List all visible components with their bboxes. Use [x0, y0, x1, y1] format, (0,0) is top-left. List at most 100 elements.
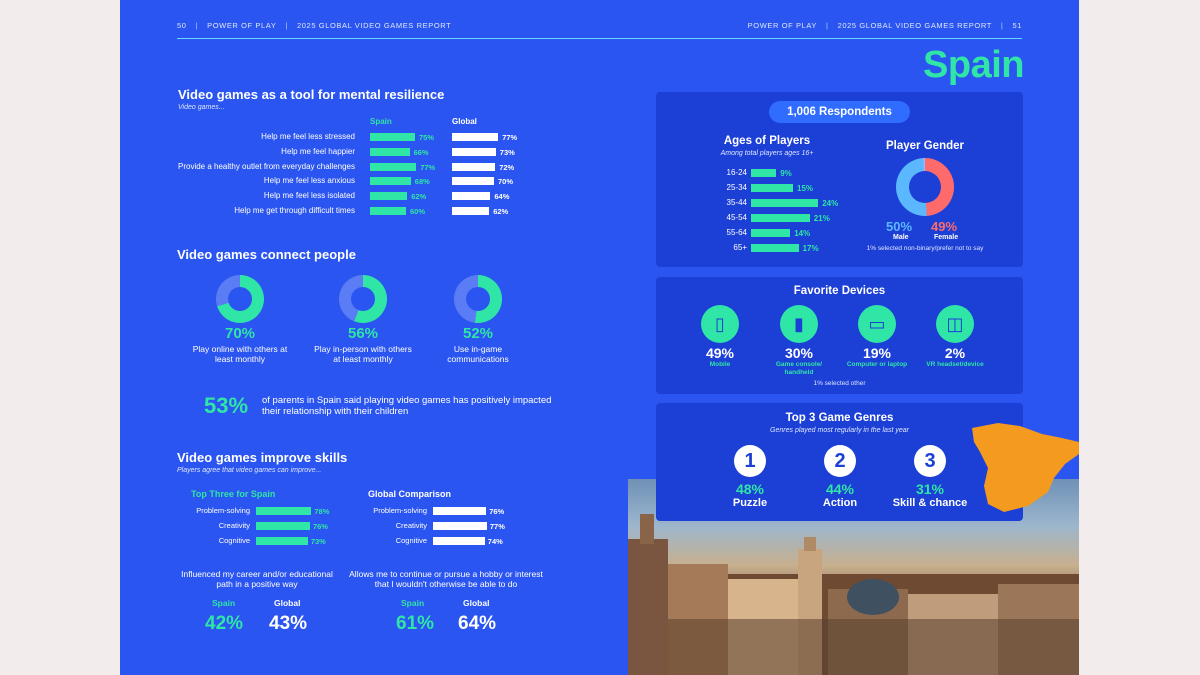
skills-spain-bar [256, 507, 312, 515]
connect-label: Play in-person with others at least mont… [314, 344, 412, 364]
resilience-global-value: 64% [494, 192, 510, 202]
connect-pct: 52% [462, 325, 494, 342]
career-global-pct: 43% [269, 613, 308, 634]
resilience-row-label: Provide a healthy outlet from everyday c… [178, 161, 355, 171]
male-pct: 50% [886, 219, 913, 234]
female-pct: 49% [931, 219, 958, 234]
skills-spain-row-label: Problem-solving [196, 506, 250, 515]
age-bar [751, 183, 793, 192]
skills-global-bar [433, 522, 487, 530]
skills-subtitle: Players agree that video games can impro… [177, 467, 322, 474]
gender-title: Player Gender [886, 140, 964, 152]
resilience-global-bar [452, 192, 491, 201]
age-range-label: 45-54 [726, 212, 747, 222]
skills-spain-bar [256, 537, 308, 545]
genre-pct: 31% [915, 481, 945, 497]
country-title: Spain [923, 44, 1024, 86]
connect-donut-hole [228, 287, 252, 311]
connect-donut-chart [339, 275, 387, 323]
resilience-spain-bar [370, 147, 410, 156]
resilience-row-label: Help me get through difficult times [234, 206, 355, 215]
career-text: Influenced my career and/or educational … [181, 569, 333, 589]
skills-global-heading: Global Comparison [368, 489, 452, 499]
skills-spain-row-label: Cognitive [218, 536, 250, 545]
resilience-global-bar [452, 177, 494, 186]
hobby-spain-pct: 61% [396, 613, 435, 634]
header-divider [177, 38, 1022, 39]
genre-name: Skill & chance [892, 497, 968, 509]
device-glyph: ◫ [946, 314, 964, 334]
resilience-spain-value: 60% [410, 207, 426, 216]
right-page-number: 51 [1012, 21, 1022, 30]
connect-title: Video games connect people [177, 247, 356, 262]
connect-donut-hole [351, 287, 375, 311]
female-label: Female [934, 234, 959, 241]
mobile-icon: ▯ [701, 305, 739, 343]
report-spread: 50 | POWER OF PLAY | 2025 GLOBAL VIDEO GAMES… [120, 0, 1079, 675]
genres-subtitle: Genres played most regularly in the last… [770, 427, 909, 434]
connect-label: Play online with others at least monthly [192, 344, 288, 364]
resilience-spain-header: Spain [370, 117, 392, 126]
age-range-label: 65+ [733, 242, 747, 252]
career-global-label: Global [274, 598, 301, 608]
genre-name: Puzzle [732, 497, 768, 509]
skills-global-value: 77% [489, 522, 505, 531]
resilience-spain-bar [370, 207, 406, 215]
resilience-global-header: Global [452, 117, 477, 126]
device-label: Computer or laptop [846, 361, 908, 368]
devices-title: Favorite Devices [793, 285, 886, 297]
device-label: VR headset/device [926, 361, 984, 368]
vr-headset-icon: ◫ [936, 305, 974, 343]
age-value: 15% [797, 183, 814, 193]
age-value: 9% [780, 169, 792, 178]
connect-pct: 56% [347, 325, 379, 342]
device-glyph: ▯ [715, 314, 725, 334]
connect-pct: 70% [224, 325, 256, 342]
skills-global-row-label: Creativity [395, 521, 427, 530]
genre-pct: 44% [825, 481, 855, 497]
male-label: Male [893, 234, 909, 241]
genre-rank-badge: 1 [734, 445, 766, 477]
age-bar [751, 169, 777, 177]
connect-donut-hole [466, 287, 490, 311]
genre-pct: 48% [735, 481, 765, 497]
career-spain-pct: 42% [205, 613, 244, 634]
device-glyph: ▭ [868, 314, 886, 334]
age-range-label: 25-34 [726, 182, 747, 192]
resilience-global-value: 77% [502, 133, 518, 142]
device-pct: 30% [784, 345, 814, 361]
device-pct: 2% [944, 345, 966, 361]
resilience-global-value: 72% [499, 162, 515, 172]
skills-spain-value: 76% [312, 522, 328, 531]
career-spain-label: Spain [212, 598, 236, 608]
connect-label: Use in-game communications [447, 344, 509, 364]
age-range-label: 55-64 [726, 227, 747, 237]
resilience-spain-value: 62% [411, 192, 427, 202]
resilience-title: Video games as a tool for mental resilie… [178, 87, 445, 102]
age-bar [751, 228, 791, 237]
resilience-global-value: 62% [493, 207, 509, 216]
resilience-row-label: Help me feel less anxious [263, 176, 355, 186]
resilience-spain-bar [370, 177, 411, 186]
genre-name: Action [822, 497, 858, 509]
resilience-spain-value: 75% [419, 133, 435, 142]
age-value: 17% [802, 243, 819, 253]
resilience-global-value: 73% [499, 147, 515, 157]
skills-global-bar [433, 507, 487, 515]
devices-note: 1% selected other [813, 380, 866, 387]
ages-subtitle: Among total players ages 16+ [720, 150, 814, 157]
right-header-section: POWER OF PLAY [747, 21, 818, 30]
skills-spain-row-label: Creativity [218, 521, 250, 530]
skills-global-row-label: Problem-solving [373, 506, 427, 515]
resilience-spain-value: 66% [413, 147, 429, 157]
skills-global-value: 74% [487, 537, 503, 546]
age-range-label: 35-44 [726, 197, 747, 207]
resilience-spain-bar [370, 162, 417, 171]
parents-pct: 53% [204, 393, 249, 418]
connect-donut-chart [454, 275, 502, 323]
resilience-spain-value: 77% [420, 162, 436, 172]
skills-global-value: 76% [489, 507, 505, 516]
skills-title: Video games improve skills [177, 450, 348, 465]
resilience-global-bar [452, 147, 496, 156]
resilience-global-bar [452, 207, 490, 215]
